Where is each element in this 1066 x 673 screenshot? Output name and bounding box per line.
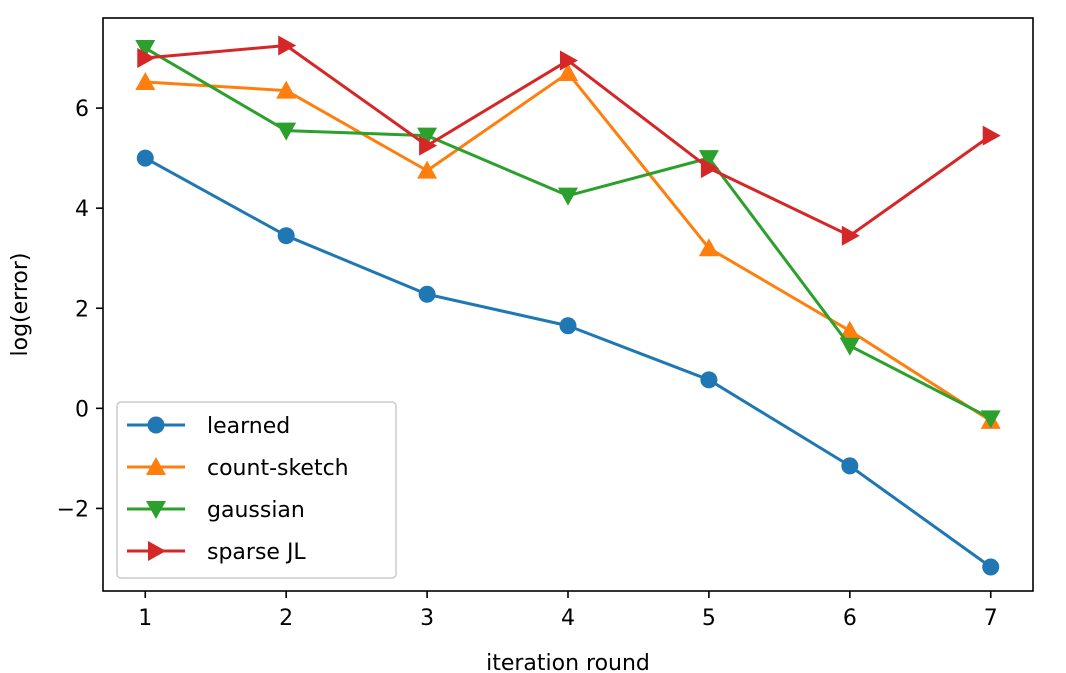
y-axis-label: log(error) xyxy=(8,253,33,357)
x-tick-label: 6 xyxy=(843,606,857,631)
data-point-count-sketch xyxy=(558,63,578,82)
data-point-gaussian xyxy=(558,187,578,206)
legend-item-sparse-jl: sparse JL xyxy=(127,540,306,565)
data-point-sparse-jl xyxy=(419,135,438,156)
x-tick-label: 3 xyxy=(420,606,434,631)
legend-item-count-sketch: count-sketch xyxy=(127,456,349,481)
y-tick-label: 0 xyxy=(75,397,89,422)
x-tick-label: 5 xyxy=(702,606,716,631)
series-gaussian xyxy=(135,40,1001,429)
data-point-sparse-jl xyxy=(560,50,578,71)
data-point-count-sketch xyxy=(417,160,438,179)
data-point-count-sketch xyxy=(698,238,719,257)
x-axis-label: iteration round xyxy=(486,651,650,673)
legend-item-gaussian: gaussian xyxy=(127,498,305,523)
x-tick-label: 1 xyxy=(138,606,152,631)
data-point-gaussian xyxy=(980,410,1001,429)
x-axis-ticks: 1 2 3 4 5 6 7 xyxy=(138,591,998,631)
legend-label: learned xyxy=(207,414,290,439)
data-point-count-sketch xyxy=(839,320,860,339)
legend-marker xyxy=(147,416,165,434)
data-point-gaussian xyxy=(417,127,438,146)
data-point-gaussian xyxy=(839,337,860,356)
data-point-sparse-jl xyxy=(278,35,297,56)
data-point-sparse-jl xyxy=(137,48,156,69)
data-point-learned xyxy=(982,558,1000,576)
legend-marker xyxy=(146,457,166,475)
data-point-count-sketch xyxy=(276,80,297,99)
data-point-learned xyxy=(418,285,436,303)
data-point-learned xyxy=(136,149,154,167)
x-tick-label: 4 xyxy=(561,606,575,631)
legend-label: gaussian xyxy=(207,498,305,523)
y-tick-label: 2 xyxy=(75,297,89,322)
data-point-sparse-jl xyxy=(841,225,860,246)
data-point-sparse-jl xyxy=(982,125,1001,146)
y-tick-label: 6 xyxy=(75,97,89,122)
series-learned xyxy=(136,149,1000,576)
y-tick-label: 4 xyxy=(75,197,89,222)
legend-label: count-sketch xyxy=(207,456,349,481)
data-point-count-sketch xyxy=(135,72,156,91)
data-point-sparse-jl xyxy=(700,158,719,179)
legend-box xyxy=(116,401,397,579)
legend: learned count-sketch gaussian sparse JL xyxy=(116,401,397,579)
data-point-learned xyxy=(700,371,718,389)
legend-marker xyxy=(146,501,166,519)
data-point-learned xyxy=(841,457,859,475)
x-tick-label: 2 xyxy=(279,606,293,631)
legend-marker xyxy=(148,541,166,561)
series-group xyxy=(135,35,1001,576)
x-tick-label: 7 xyxy=(984,606,998,631)
legend-label: sparse JL xyxy=(207,540,306,565)
y-tick-label: −2 xyxy=(57,497,89,522)
data-point-learned xyxy=(277,227,295,245)
data-point-gaussian xyxy=(698,150,719,169)
legend-item-learned: learned xyxy=(127,414,290,439)
y-axis-ticks: −2 0 2 4 6 xyxy=(57,97,103,522)
data-point-learned xyxy=(559,317,577,335)
data-point-gaussian xyxy=(276,122,297,141)
series-sparse-jl xyxy=(137,35,1001,246)
data-point-gaussian xyxy=(135,40,156,59)
